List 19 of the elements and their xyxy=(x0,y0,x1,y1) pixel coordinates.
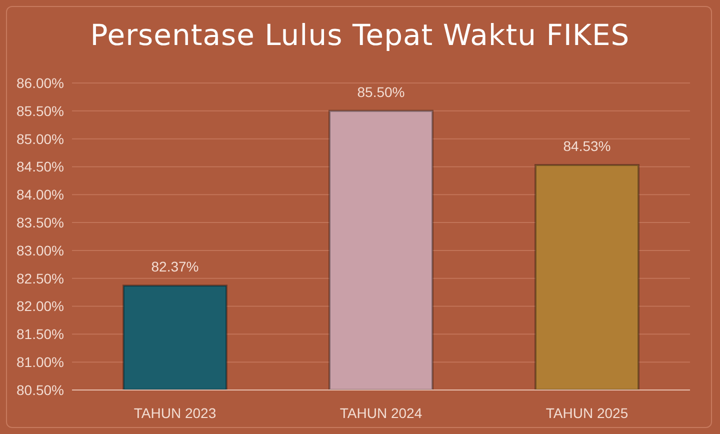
y-tick-label: 85.50% xyxy=(16,102,64,119)
x-tick-label: TAHUN 2023 xyxy=(134,404,216,421)
y-tick-label: 82.00% xyxy=(16,298,64,314)
data-label: 85.50% xyxy=(357,84,405,100)
chart-title: Persentase Lulus Tepat Waktu FIKES xyxy=(89,18,631,52)
y-tick-label: 83.00% xyxy=(16,242,64,258)
x-tick-label: TAHUN 2024 xyxy=(340,404,422,421)
data-label: 84.53% xyxy=(563,138,611,154)
y-tick-label: 84.50% xyxy=(16,158,64,175)
y-tick-label: 84.00% xyxy=(16,186,64,203)
y-tick-label: 81.50% xyxy=(16,326,64,342)
y-tick-label: 83.50% xyxy=(16,214,64,231)
x-tick-label: TAHUN 2025 xyxy=(546,404,628,421)
data-label: 82.37% xyxy=(151,258,199,275)
y-tick-label: 81.00% xyxy=(16,354,64,370)
y-tick-label: 82.50% xyxy=(16,270,64,286)
y-tick-label: 80.50% xyxy=(16,382,64,398)
y-tick-label: 86.00% xyxy=(16,74,64,91)
y-tick-label: 85.00% xyxy=(16,130,64,147)
